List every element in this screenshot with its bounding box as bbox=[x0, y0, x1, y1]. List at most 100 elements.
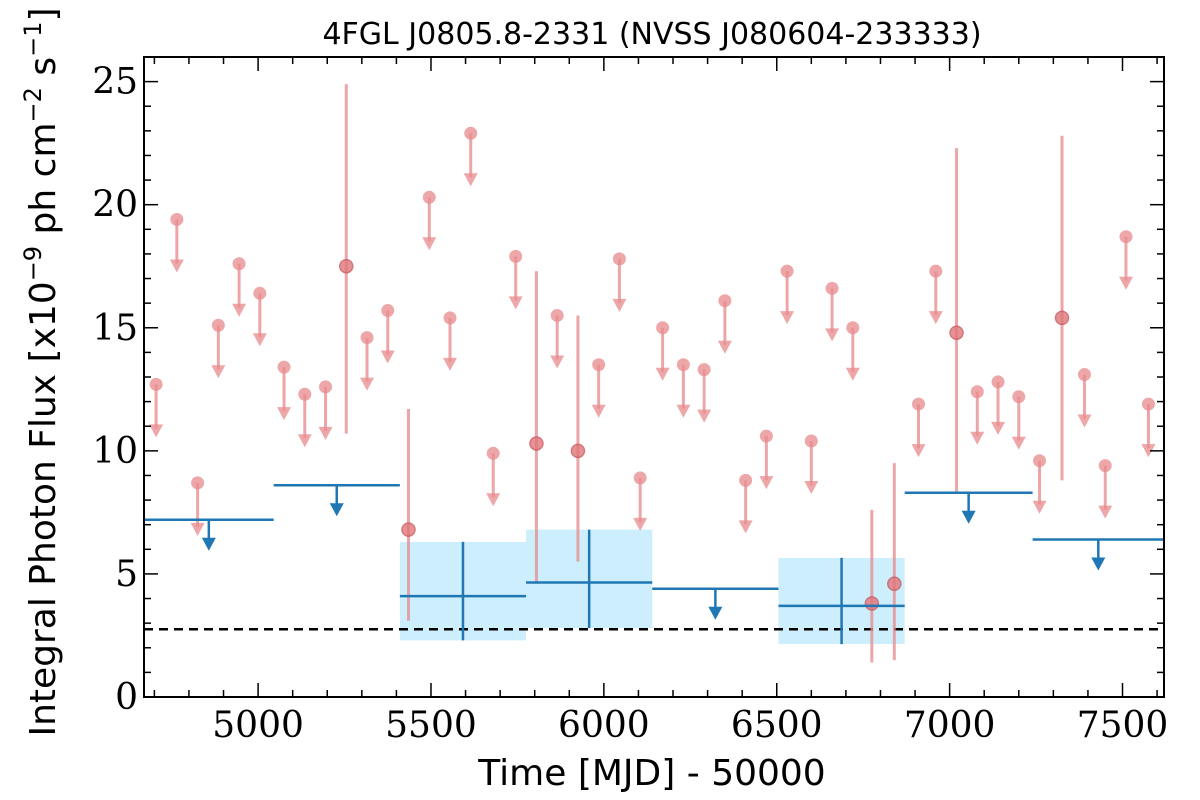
short-bin-ul-arrow bbox=[633, 517, 648, 531]
chart-title: 4FGL J0805.8-2331 (NVSS J080604-233333) bbox=[322, 17, 981, 52]
x-tick-label: 6000 bbox=[558, 705, 650, 746]
y-axis-title-exp3: −1 bbox=[19, 22, 47, 57]
short-bin-detection-marker bbox=[864, 596, 880, 611]
x-axis-title: Time [MJD] - 50000 bbox=[477, 753, 825, 794]
short-bin-ul-arrow bbox=[149, 424, 164, 438]
long-bin-ul-arrow bbox=[1091, 557, 1106, 571]
long-bin-ul-arrow bbox=[329, 503, 344, 517]
short-bin-series bbox=[149, 84, 1156, 663]
y-axis-title-close: ] bbox=[23, 7, 64, 21]
short-bin-ul-arrow bbox=[169, 259, 184, 273]
short-bin-ul-arrow bbox=[991, 421, 1006, 435]
short-bin-ul-arrow bbox=[297, 434, 312, 448]
x-tick-label: 5000 bbox=[212, 705, 304, 746]
short-bin-ul-arrow bbox=[550, 355, 565, 369]
axis-ticks bbox=[144, 56, 1164, 698]
short-bin-detection-marker bbox=[339, 258, 354, 274]
y-axis-title-exp: −9 bbox=[19, 246, 47, 281]
short-bin-ul-arrow bbox=[1032, 500, 1047, 514]
short-bin-ul-marker bbox=[149, 377, 163, 391]
y-tick-label: 10 bbox=[92, 431, 138, 472]
short-bin-ul-arrow bbox=[1118, 276, 1133, 290]
short-bin-ul-marker bbox=[381, 304, 395, 318]
short-bin-ul-arrow bbox=[717, 340, 732, 354]
short-bin-ul-arrow bbox=[928, 311, 943, 325]
short-bin-ul-arrow bbox=[211, 365, 226, 379]
short-bin-ul-marker bbox=[232, 257, 246, 271]
x-tick-label: 6500 bbox=[731, 705, 823, 746]
short-bin-ul-marker bbox=[825, 281, 839, 295]
short-bin-ul-arrow bbox=[780, 311, 795, 325]
y-axis-title-end: s bbox=[23, 57, 64, 87]
short-bin-ul-marker bbox=[1141, 397, 1155, 411]
short-bin-ul-arrow bbox=[911, 444, 926, 458]
short-bin-ul-marker bbox=[464, 126, 478, 140]
short-bin-ul-marker bbox=[277, 360, 291, 374]
short-bin-ul-arrow bbox=[1011, 436, 1026, 450]
short-bin-ul-marker bbox=[319, 380, 333, 394]
short-bin-detection-marker bbox=[570, 443, 586, 459]
short-bin-ul-arrow bbox=[443, 357, 457, 371]
y-axis-title: Integral Photon Flux [x10−9 ph cm−2 s−1] bbox=[19, 7, 64, 736]
short-bin-ul-marker bbox=[1077, 368, 1091, 382]
short-bin-ul-arrow bbox=[422, 237, 437, 251]
short-bin-ul-marker bbox=[780, 264, 794, 278]
long-bin-series bbox=[144, 484, 1164, 645]
short-bin-ul-arrow bbox=[232, 303, 247, 317]
short-bin-ul-marker bbox=[612, 252, 626, 266]
short-bin-ul-arrow bbox=[463, 173, 478, 187]
x-tick-label: 7000 bbox=[904, 705, 996, 746]
short-bin-ul-arrow bbox=[1077, 414, 1092, 428]
short-bin-ul-marker bbox=[739, 473, 753, 487]
plot-frame bbox=[143, 56, 1165, 698]
short-bin-ul-marker bbox=[718, 294, 732, 308]
short-bin-ul-arrow bbox=[486, 493, 501, 507]
long-bin-ul-arrow bbox=[708, 606, 723, 620]
short-bin-ul-arrow bbox=[508, 296, 523, 310]
short-bin-ul-arrow bbox=[1098, 505, 1113, 519]
short-bin-ul-marker bbox=[486, 446, 500, 460]
short-bin-ul-arrow bbox=[759, 476, 774, 490]
x-tick-label: 5500 bbox=[385, 705, 477, 746]
y-tick-label: 0 bbox=[115, 677, 138, 718]
short-bin-ul-marker bbox=[360, 331, 374, 345]
short-bin-ul-arrow bbox=[825, 328, 840, 342]
short-bin-ul-marker bbox=[298, 387, 312, 401]
short-bin-ul-arrow bbox=[1141, 444, 1156, 458]
y-tick-label: 15 bbox=[92, 308, 138, 349]
short-bin-ul-marker bbox=[912, 397, 926, 411]
y-tick-label: 5 bbox=[115, 554, 138, 595]
short-bin-ul-marker bbox=[1098, 459, 1112, 473]
short-bin-ul-arrow bbox=[676, 404, 691, 418]
short-bin-ul-marker bbox=[1119, 230, 1133, 244]
short-bin-ul-marker bbox=[443, 311, 457, 325]
short-bin-ul-marker bbox=[929, 264, 943, 278]
y-axis-title-mid: ph cm bbox=[23, 122, 64, 245]
short-bin-ul-marker bbox=[592, 358, 606, 372]
short-bin-ul-marker bbox=[253, 286, 267, 300]
long-bin-ul-arrow bbox=[201, 537, 216, 551]
short-bin-ul-marker bbox=[970, 385, 984, 399]
short-bin-ul-marker bbox=[509, 249, 523, 263]
short-bin-ul-arrow bbox=[697, 409, 712, 423]
short-bin-ul-arrow bbox=[380, 350, 395, 364]
short-bin-ul-marker bbox=[422, 190, 436, 204]
y-tick-label: 20 bbox=[92, 185, 138, 226]
short-bin-ul-arrow bbox=[845, 367, 860, 381]
short-bin-detection-marker bbox=[401, 522, 416, 537]
short-bin-ul-arrow bbox=[318, 426, 333, 440]
long-bin-ul-arrow bbox=[961, 510, 976, 524]
short-bin-ul-marker bbox=[991, 375, 1005, 389]
short-bin-ul-marker bbox=[846, 321, 860, 335]
short-bin-ul-marker bbox=[211, 318, 225, 332]
short-bin-ul-marker bbox=[804, 434, 818, 448]
x-tick-label: 7500 bbox=[1077, 705, 1169, 746]
short-bin-ul-arrow bbox=[190, 522, 205, 536]
short-bin-ul-arrow bbox=[804, 481, 819, 494]
short-bin-ul-arrow bbox=[738, 520, 753, 534]
y-tick-label: 25 bbox=[92, 62, 138, 103]
short-bin-ul-marker bbox=[1012, 390, 1026, 404]
short-bin-ul-arrow bbox=[277, 407, 292, 421]
short-bin-ul-marker bbox=[633, 471, 647, 485]
